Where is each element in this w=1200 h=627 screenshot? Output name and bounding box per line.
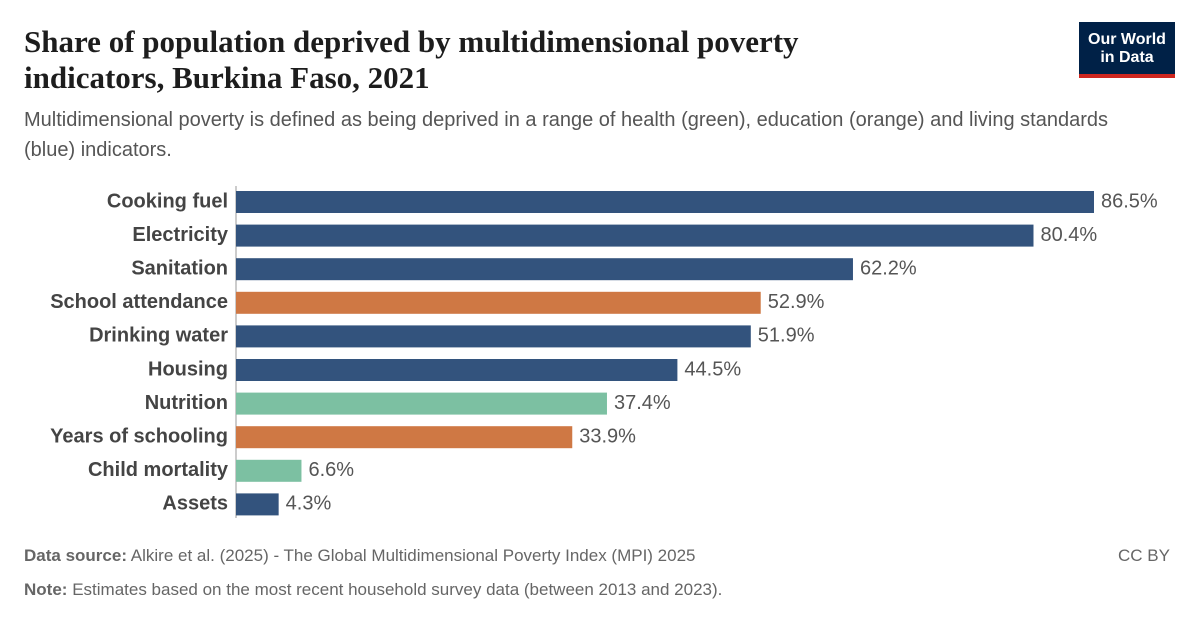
note-label: Note: xyxy=(24,580,68,599)
logo-line: in Data xyxy=(1100,49,1154,66)
value-label: 44.5% xyxy=(684,358,741,380)
value-label: 4.3% xyxy=(286,493,332,515)
category-label: Years of schooling xyxy=(50,425,228,447)
bar xyxy=(236,191,1094,213)
bar xyxy=(236,291,761,314)
chart-subtitle: Multidimensional poverty is defined as b… xyxy=(24,109,1108,161)
category-label: School attendance xyxy=(50,291,228,313)
category-label: Child mortality xyxy=(88,459,229,481)
logo-line: Our World xyxy=(1088,31,1166,48)
source: Data source: Alkire et al. (2025) - The … xyxy=(24,546,696,566)
bar xyxy=(236,459,302,482)
chart-title: Share of population deprived by multidim… xyxy=(24,24,799,95)
value-label: 62.2% xyxy=(860,257,917,279)
note-text: Estimates based on the most recent house… xyxy=(72,580,723,599)
value-label: 37.4% xyxy=(614,392,671,414)
category-label: Nutrition xyxy=(145,392,228,414)
value-label: 80.4% xyxy=(1040,224,1097,246)
category-label: Electricity xyxy=(132,224,228,246)
value-label: 52.9% xyxy=(768,291,825,313)
bar xyxy=(236,224,1034,247)
category-label: Sanitation xyxy=(131,257,228,279)
bar xyxy=(236,392,607,415)
value-label: 33.9% xyxy=(579,425,636,447)
chart: Cooking fuel 86.5% Electricity 80.4% Sanitat… xyxy=(50,186,1158,518)
logo[interactable]: Our World in Data xyxy=(1079,22,1175,78)
category-label: Drinking water xyxy=(89,325,228,347)
category-label: Housing xyxy=(148,358,228,380)
category-label: Assets xyxy=(162,493,228,515)
note: Note: Estimates based on the most recent… xyxy=(24,580,722,600)
bar xyxy=(236,325,751,348)
value-label: 6.6% xyxy=(308,459,354,481)
value-label: 86.5% xyxy=(1101,190,1158,212)
bar xyxy=(236,493,279,516)
value-label: 51.9% xyxy=(758,325,815,347)
category-label: Cooking fuel xyxy=(107,190,228,212)
bar xyxy=(236,426,573,449)
source-text: Alkire et al. (2025) - The Global Multid… xyxy=(130,546,696,565)
source-label: Data source: xyxy=(24,546,127,565)
bar xyxy=(236,359,678,381)
license[interactable]: CC BY xyxy=(1118,546,1170,565)
bar xyxy=(236,258,853,281)
